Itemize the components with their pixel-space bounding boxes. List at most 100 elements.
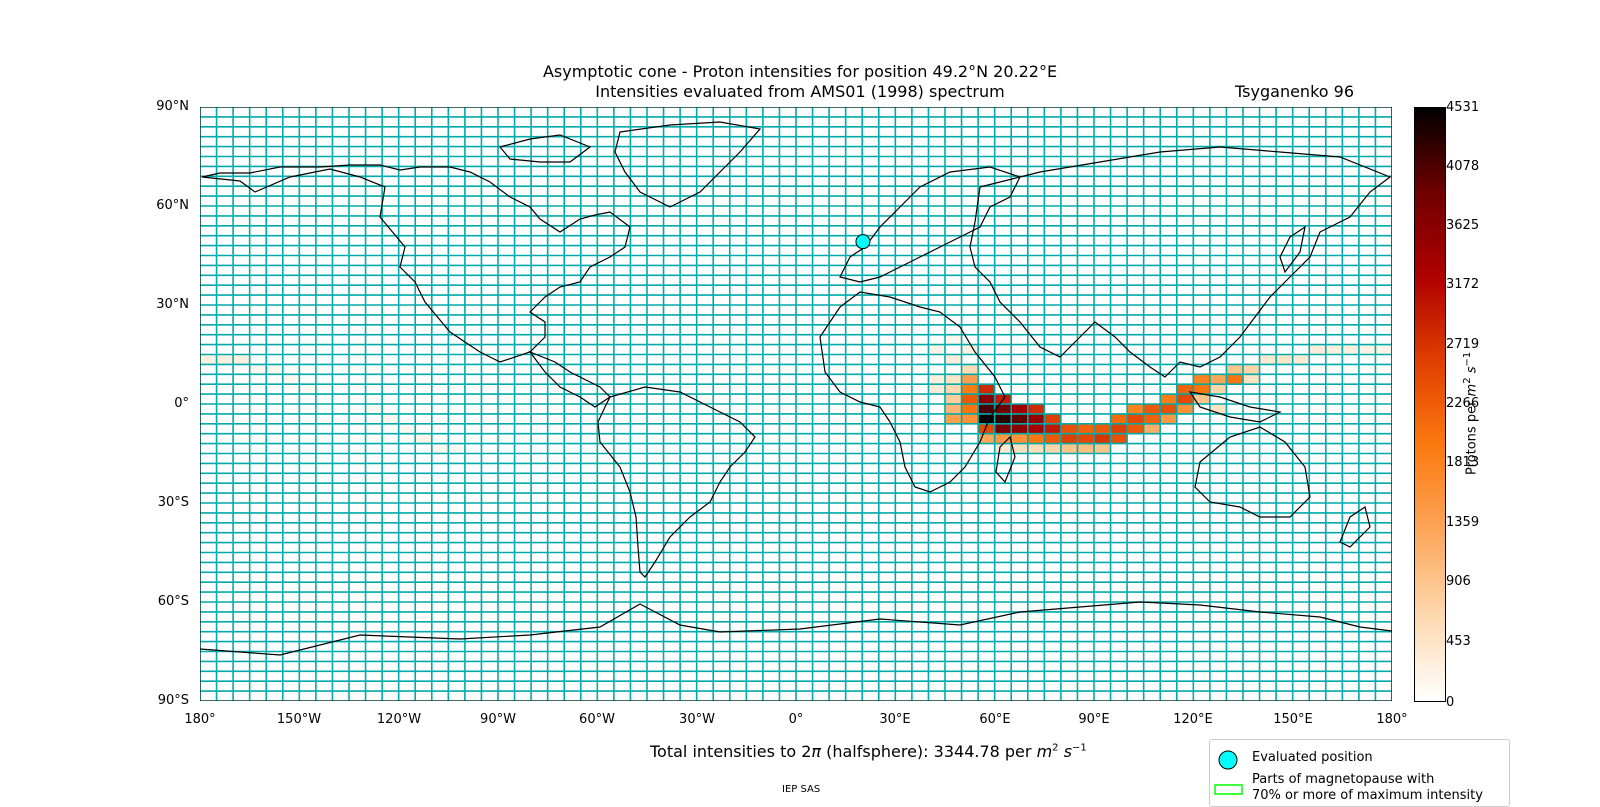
cb-tick-453: 453 <box>1446 634 1471 649</box>
lat-tick-0: 0° <box>174 396 189 411</box>
intensity-cell <box>233 354 250 365</box>
intensity-cell <box>978 384 995 395</box>
intensity-cell <box>1358 344 1376 355</box>
intensity-cell <box>1143 404 1161 414</box>
intensity-cell <box>1044 433 1061 444</box>
colorbar <box>1414 107 1446 702</box>
intensity-cell <box>1060 443 1078 454</box>
intensity-cell <box>1110 433 1128 444</box>
world-map <box>200 107 1392 701</box>
lat-tick-30n: 30°N <box>156 297 189 312</box>
coast-australia <box>1194 426 1311 518</box>
lon-tick-0: 0° <box>788 712 804 727</box>
coast-new-zealand <box>1339 506 1371 548</box>
intensity-cell <box>1044 423 1061 434</box>
cb-tick-2266: 2266 <box>1446 396 1480 411</box>
intensity-cell <box>1011 404 1028 414</box>
cb-tick-1813: 1813 <box>1446 455 1480 470</box>
lon-tick-120e: 120°E <box>1173 712 1213 727</box>
model-label: Tsyganenko 96 <box>1235 82 1354 101</box>
intensity-cell <box>928 374 945 385</box>
lon-tick-30e: 30°E <box>879 712 911 727</box>
coast-europe <box>839 166 1021 283</box>
intensity-cell <box>1110 413 1128 424</box>
intensity-cell <box>1127 423 1144 434</box>
cb-tick-0: 0 <box>1446 695 1455 710</box>
coast-madagascar <box>995 435 1016 484</box>
lon-tick-180w: 180° <box>184 712 216 727</box>
lon-tick-30w: 30°W <box>679 712 715 727</box>
intensity-cell <box>448 443 465 454</box>
intensity-cell <box>1325 344 1343 355</box>
intensity-cell <box>1160 413 1177 424</box>
intensity-cell <box>1110 423 1128 434</box>
legend-evaluated-label: Evaluated position <box>1252 750 1373 765</box>
intensity-cell <box>365 404 383 414</box>
cb-tick-4078: 4078 <box>1446 159 1480 174</box>
lon-tick-120w: 120°W <box>376 712 422 727</box>
intensity-cell <box>1044 413 1061 424</box>
intensity-cell <box>945 374 962 385</box>
lon-tick-60e: 60°E <box>979 712 1011 727</box>
lon-tick-150w: 150°W <box>276 712 322 727</box>
intensity-cell <box>299 384 316 395</box>
coast-indonesia <box>1188 391 1282 423</box>
intensity-cell <box>961 384 979 395</box>
intensity-cell <box>1127 413 1144 424</box>
coast-greenland <box>614 121 762 208</box>
intensity-cell <box>1209 384 1227 395</box>
cb-tick-1359: 1359 <box>1446 515 1480 530</box>
intensity-cell <box>1127 404 1144 414</box>
coast-north-america <box>201 164 631 363</box>
intensity-cell <box>1226 364 1243 375</box>
intensity-cell <box>961 413 979 424</box>
lon-tick-180e: 180° <box>1376 712 1408 727</box>
intensity-cell <box>1011 423 1028 434</box>
intensity-cell <box>1011 413 1028 424</box>
intensity-cell <box>961 374 979 385</box>
intensity-cell <box>945 384 962 395</box>
evaluated-position-marker <box>855 234 871 250</box>
cone-grid <box>200 107 1392 701</box>
lat-tick-60n: 60°N <box>156 198 189 213</box>
intensity-cell <box>961 394 979 404</box>
intensity-cell <box>1292 354 1310 365</box>
cb-tick-2719: 2719 <box>1446 337 1480 352</box>
intensity-cell <box>431 443 449 454</box>
intensity-cell <box>1176 404 1194 414</box>
intensity-cell <box>978 423 995 434</box>
lat-tick-90s: 90°S <box>157 693 189 708</box>
legend-magnetopause-icon <box>1214 784 1243 795</box>
intensity-cell <box>994 413 1012 424</box>
coastlines <box>200 121 1392 656</box>
intensity-cell <box>1276 354 1293 365</box>
coast-arctic-islands <box>498 134 592 163</box>
intensity-cell <box>945 334 962 345</box>
intensity-cell <box>1193 374 1210 385</box>
total-intensities: Total intensities to 2π (halfsphere): 33… <box>650 742 1087 761</box>
intensity-cell <box>1094 433 1111 444</box>
intensity-cell <box>1027 423 1045 434</box>
intensity-cell <box>1160 404 1177 414</box>
intensity-cell <box>1375 344 1392 355</box>
coast-africa <box>819 291 1006 493</box>
intensity-cell <box>1027 404 1045 414</box>
intensity-cell <box>994 423 1012 434</box>
intensity-cell <box>928 384 945 395</box>
intensity-cell <box>945 404 962 414</box>
intensity-cell <box>994 433 1012 444</box>
intensity-cell <box>1094 423 1111 434</box>
lat-tick-60s: 60°S <box>157 594 189 609</box>
intensity-cell <box>978 413 995 424</box>
coast-japan <box>1279 225 1306 274</box>
intensity-cell <box>1027 433 1045 444</box>
intensity-cell <box>1143 413 1161 424</box>
intensity-cell <box>597 394 614 404</box>
intensity-cell <box>1342 344 1359 355</box>
lon-tick-60w: 60°W <box>579 712 615 727</box>
coast-south-america <box>597 386 756 578</box>
intensity-cell <box>945 413 962 424</box>
lat-tick-90n: 90°N <box>156 99 189 114</box>
intensity-cell <box>1176 384 1194 395</box>
cb-tick-3625: 3625 <box>1446 218 1480 233</box>
